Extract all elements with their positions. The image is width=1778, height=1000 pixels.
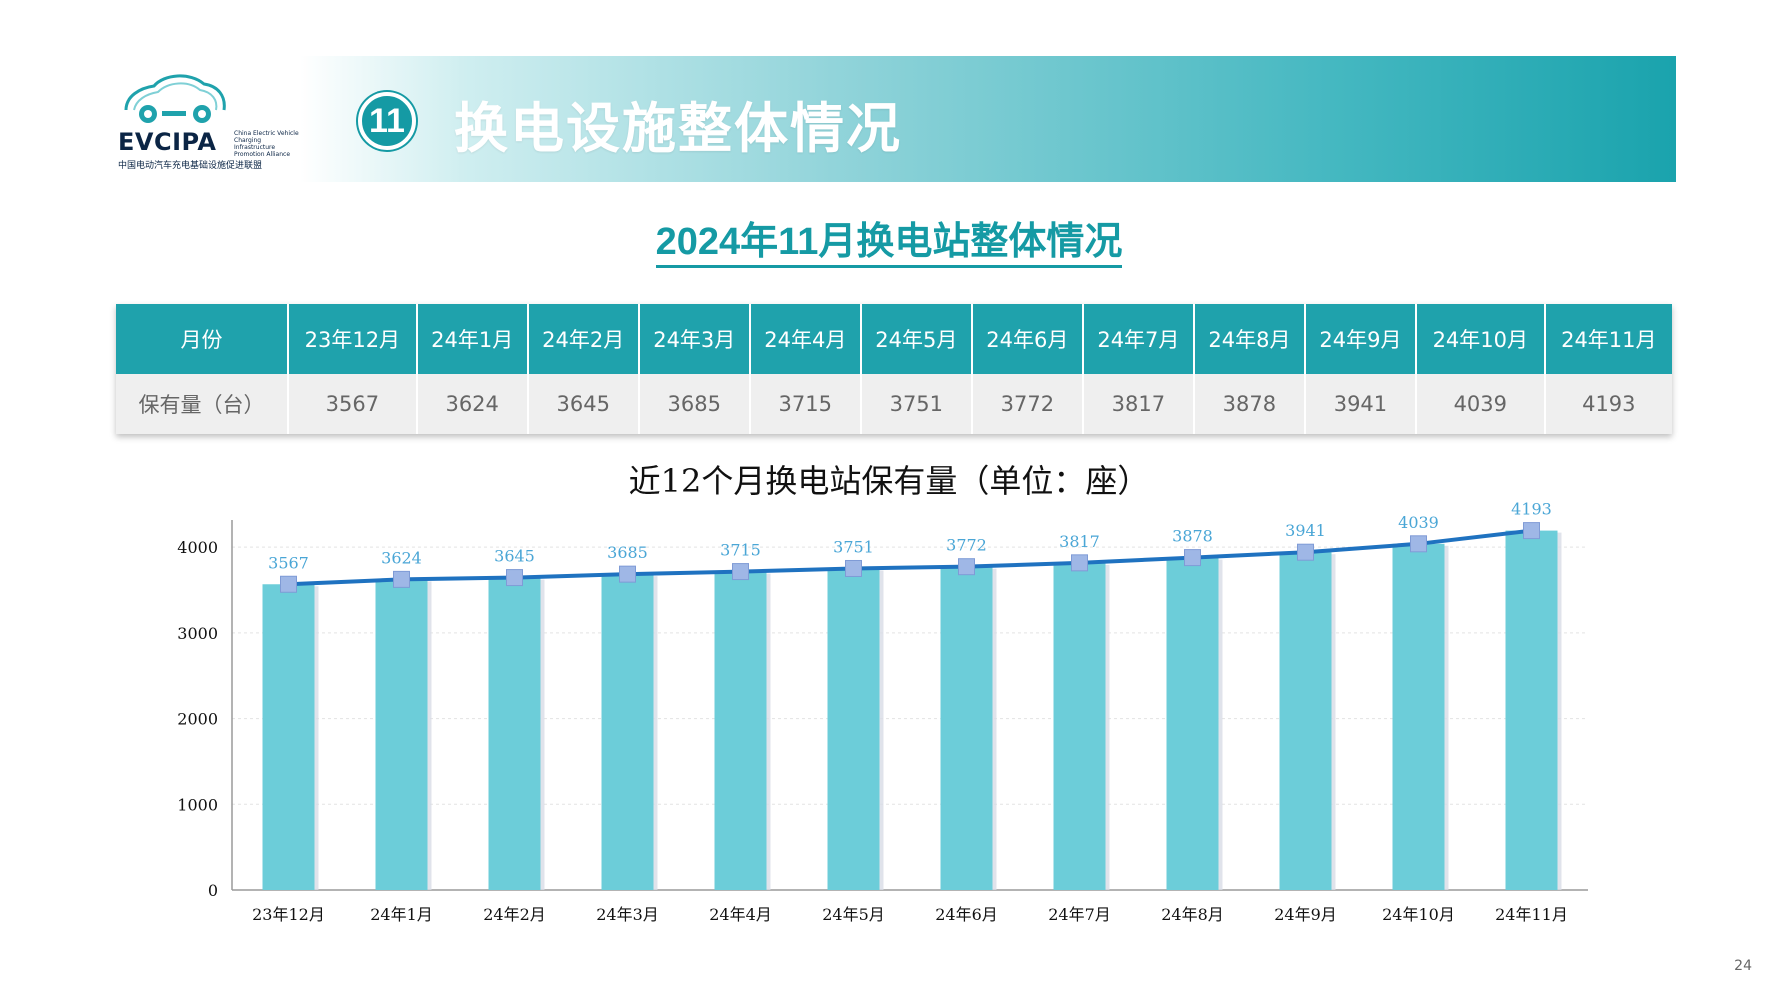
table-value-cell: 4193 <box>1544 374 1672 434</box>
y-tick-label: 3000 <box>177 624 218 643</box>
logo-cn-name: 中国电动汽车充电基础设施促进联盟 <box>118 161 263 171</box>
bar <box>714 571 767 890</box>
table-value-cell: 3878 <box>1193 374 1306 434</box>
data-label: 3941 <box>1285 521 1326 540</box>
table-month-cell: 24年2月 <box>527 304 640 374</box>
table-row-header-count: 保有量（台） <box>116 374 289 434</box>
car-logo-icon <box>124 74 226 123</box>
bar <box>1053 562 1106 890</box>
table-month-cell: 24年9月 <box>1304 304 1417 374</box>
data-label: 3817 <box>1059 532 1100 551</box>
table-month-cell: 24年10月 <box>1415 304 1546 374</box>
page-number: 24 <box>1734 958 1752 974</box>
logo-name: EVCIPA <box>118 128 217 156</box>
table-month-cell: 24年7月 <box>1082 304 1195 374</box>
data-label: 3567 <box>268 553 309 572</box>
y-tick-label: 0 <box>208 881 218 900</box>
chart-title: 近12个月换电站保有量（单位：座） <box>628 462 1150 500</box>
evcipa-logo: EVCIPA China Electric Vehicle Charging I… <box>118 66 299 176</box>
x-tick-label: 24年5月 <box>822 905 885 924</box>
line-point <box>1071 554 1088 572</box>
table-row: 保有量（台） 3567 3624 3645 3685 3715 3751 377… <box>116 374 1672 434</box>
x-tick-label: 24年3月 <box>596 905 659 924</box>
line-point <box>732 563 749 581</box>
data-label: 3685 <box>607 543 648 562</box>
x-tick-label: 24年4月 <box>709 905 772 924</box>
line-point <box>1523 522 1540 540</box>
x-tick-label: 24年2月 <box>483 905 546 924</box>
y-tick-label: 4000 <box>177 538 218 557</box>
table-value-cell: 3685 <box>638 374 751 434</box>
table-value-cell: 3941 <box>1304 374 1417 434</box>
table-value-cell: 3715 <box>749 374 862 434</box>
table-value-cell: 3624 <box>416 374 529 434</box>
bar <box>601 574 654 890</box>
table-month-cell: 24年5月 <box>860 304 973 374</box>
line-point <box>1184 549 1201 567</box>
x-tick-label: 24年10月 <box>1382 905 1455 924</box>
section-number-badge: 11 <box>358 92 416 150</box>
x-tick-label: 24年7月 <box>1048 905 1111 924</box>
logo-subtitle: China Electric Vehicle Charging Infrastr… <box>234 130 299 158</box>
data-label: 3751 <box>833 537 874 556</box>
bar <box>1505 530 1558 890</box>
table-month-cell: 24年6月 <box>971 304 1084 374</box>
line-point <box>1297 543 1314 561</box>
summary-table: 月份 23年12月 24年1月 24年2月 24年3月 24年4月 24年5月 … <box>116 304 1672 434</box>
table-month-cell: 24年8月 <box>1193 304 1306 374</box>
bar <box>1392 543 1445 890</box>
line-point <box>506 569 523 587</box>
table-value-cell: 3567 <box>288 374 418 434</box>
section-title: 2024年11月换电站整体情况 <box>0 210 1778 268</box>
bar <box>1279 552 1332 890</box>
bar <box>375 579 428 890</box>
table-month-cell: 24年11月 <box>1544 304 1672 374</box>
line-point <box>958 558 975 576</box>
line-point <box>619 565 636 583</box>
series-line <box>288 528 1532 587</box>
table-month-cell: 23年12月 <box>288 304 418 374</box>
bar <box>262 584 315 890</box>
table-value-cell: 3645 <box>527 374 640 434</box>
bar <box>488 577 541 890</box>
line-point <box>280 575 297 593</box>
data-label: 3624 <box>381 548 422 567</box>
bar <box>827 568 880 890</box>
line-point <box>393 570 410 588</box>
table-month-cell: 24年4月 <box>749 304 862 374</box>
table-month-cell: 24年3月 <box>638 304 751 374</box>
x-tick-label: 24年1月 <box>370 905 433 924</box>
bar <box>940 566 993 890</box>
section-title-text: 2024年11月换电站整体情况 <box>655 221 1123 268</box>
bar <box>1166 557 1219 890</box>
table-value-cell: 3772 <box>971 374 1084 434</box>
line-point <box>1410 535 1427 553</box>
table-value-cell: 4039 <box>1415 374 1546 434</box>
x-tick-label: 23年12月 <box>252 905 325 924</box>
data-label: 3645 <box>494 547 535 566</box>
table-value-cell: 3751 <box>860 374 973 434</box>
data-label: 3772 <box>946 536 987 555</box>
bar-line-chart: 0 1000 2000 3000 4000 3567 3624 3645 3685 3715 375… <box>177 500 1588 924</box>
table-header-row: 月份 23年12月 24年1月 24年2月 24年3月 24年4月 24年5月 … <box>116 304 1672 374</box>
data-label: 4193 <box>1511 500 1552 519</box>
x-tick-label: 24年6月 <box>935 905 998 924</box>
y-tick-label: 1000 <box>177 795 218 814</box>
table-row-header-month: 月份 <box>116 304 289 374</box>
table-month-cell: 24年1月 <box>416 304 529 374</box>
y-tick-label: 2000 <box>177 710 218 729</box>
data-label: 4039 <box>1398 513 1439 532</box>
x-tick-label: 24年9月 <box>1274 905 1337 924</box>
data-label: 3715 <box>720 541 761 560</box>
line-point <box>845 559 862 577</box>
table-value-cell: 3817 <box>1082 374 1195 434</box>
header-banner <box>300 56 1676 182</box>
x-tick-label: 24年8月 <box>1161 905 1224 924</box>
header-title: 换电设施整体情况 <box>454 97 902 160</box>
data-label: 3878 <box>1172 527 1213 546</box>
x-tick-label: 24年11月 <box>1495 905 1568 924</box>
